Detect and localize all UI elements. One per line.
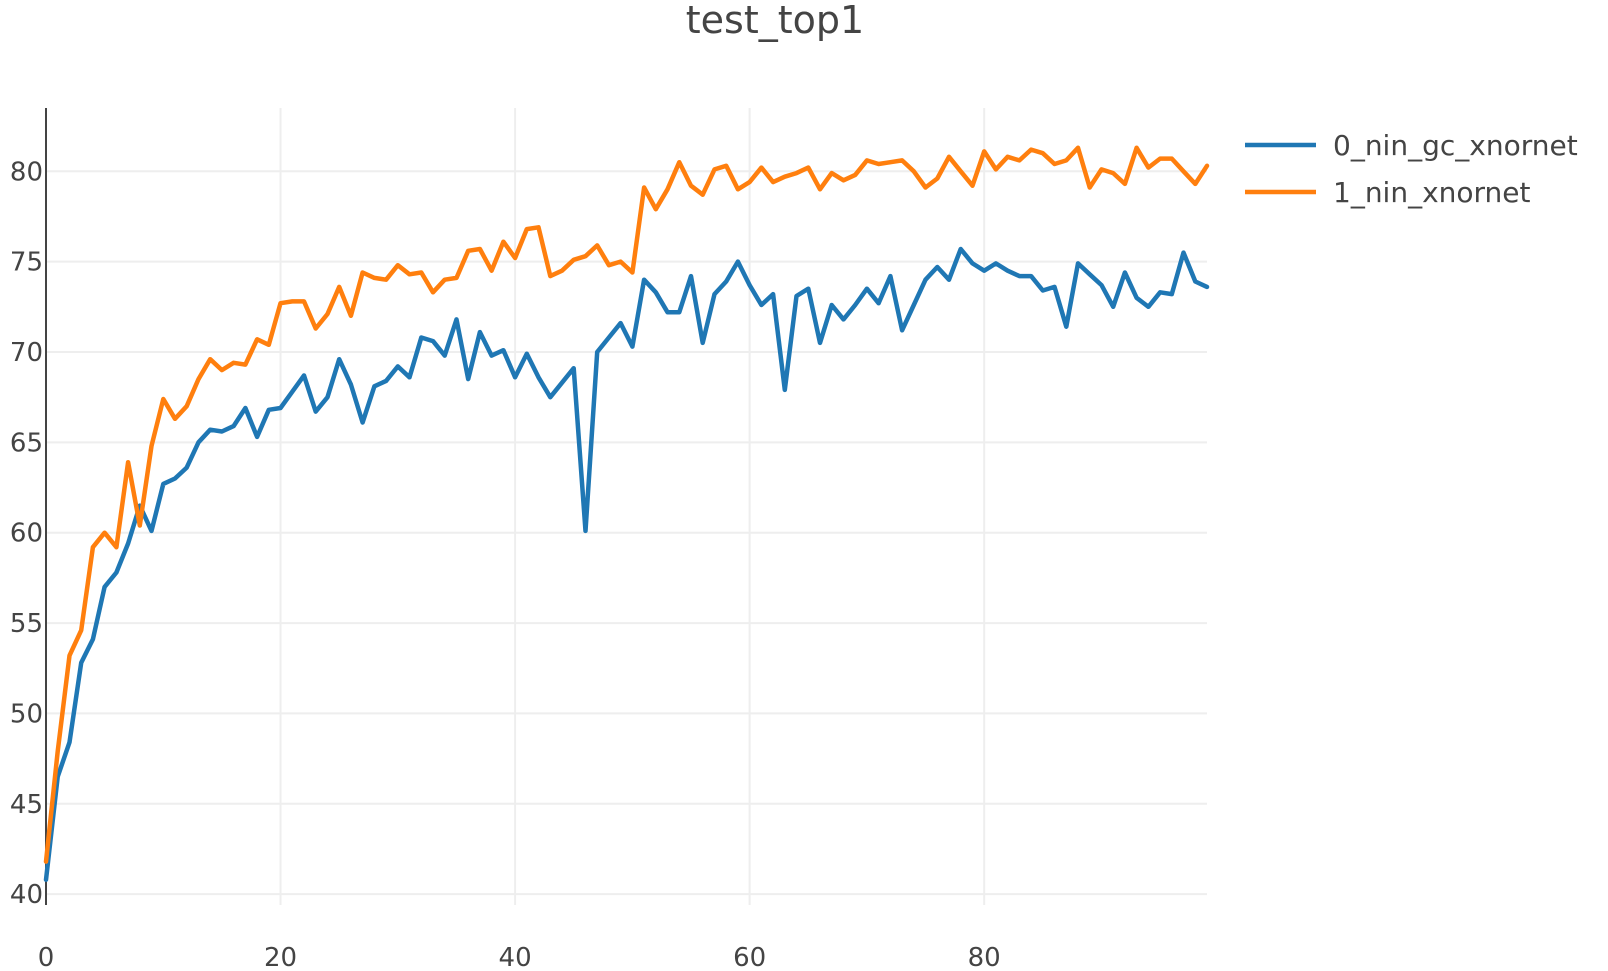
series-lines bbox=[43, 145, 1210, 882]
legend[interactable]: 0_nin_gc_xnornet 1_nin_xnornet bbox=[1245, 129, 1578, 209]
y-tick-label: 65 bbox=[10, 428, 43, 458]
x-tick-label: 60 bbox=[733, 943, 766, 971]
y-tick-label: 45 bbox=[10, 790, 43, 820]
x-tick-label: 0 bbox=[38, 943, 55, 971]
y-axis-ticks: 40 45 50 55 60 65 70 75 80 bbox=[10, 157, 43, 910]
legend-label: 1_nin_xnornet bbox=[1333, 176, 1531, 209]
y-tick-label: 50 bbox=[10, 699, 43, 729]
legend-item-0_nin_gc_xnornet[interactable]: 0_nin_gc_xnornet bbox=[1245, 129, 1578, 162]
chart-title: test_top1 bbox=[686, 0, 864, 42]
y-tick-label: 80 bbox=[10, 157, 43, 187]
y-tick-label: 40 bbox=[10, 880, 43, 910]
series-line-0_nin_gc_xnornet bbox=[43, 246, 1210, 882]
x-axis-ticks: 0 20 40 60 80 bbox=[38, 943, 1001, 971]
y-tick-label: 55 bbox=[10, 609, 43, 639]
legend-item-1_nin_xnornet[interactable]: 1_nin_xnornet bbox=[1245, 176, 1531, 209]
series-line-1_nin_xnornet bbox=[43, 145, 1210, 864]
legend-label: 0_nin_gc_xnornet bbox=[1333, 129, 1578, 162]
gridlines bbox=[46, 108, 1207, 905]
x-tick-label: 80 bbox=[968, 943, 1001, 971]
x-tick-label: 20 bbox=[264, 943, 297, 971]
y-tick-label: 70 bbox=[10, 338, 43, 368]
x-tick-label: 40 bbox=[499, 943, 532, 971]
y-tick-label: 60 bbox=[10, 519, 43, 549]
y-tick-label: 75 bbox=[10, 248, 43, 278]
